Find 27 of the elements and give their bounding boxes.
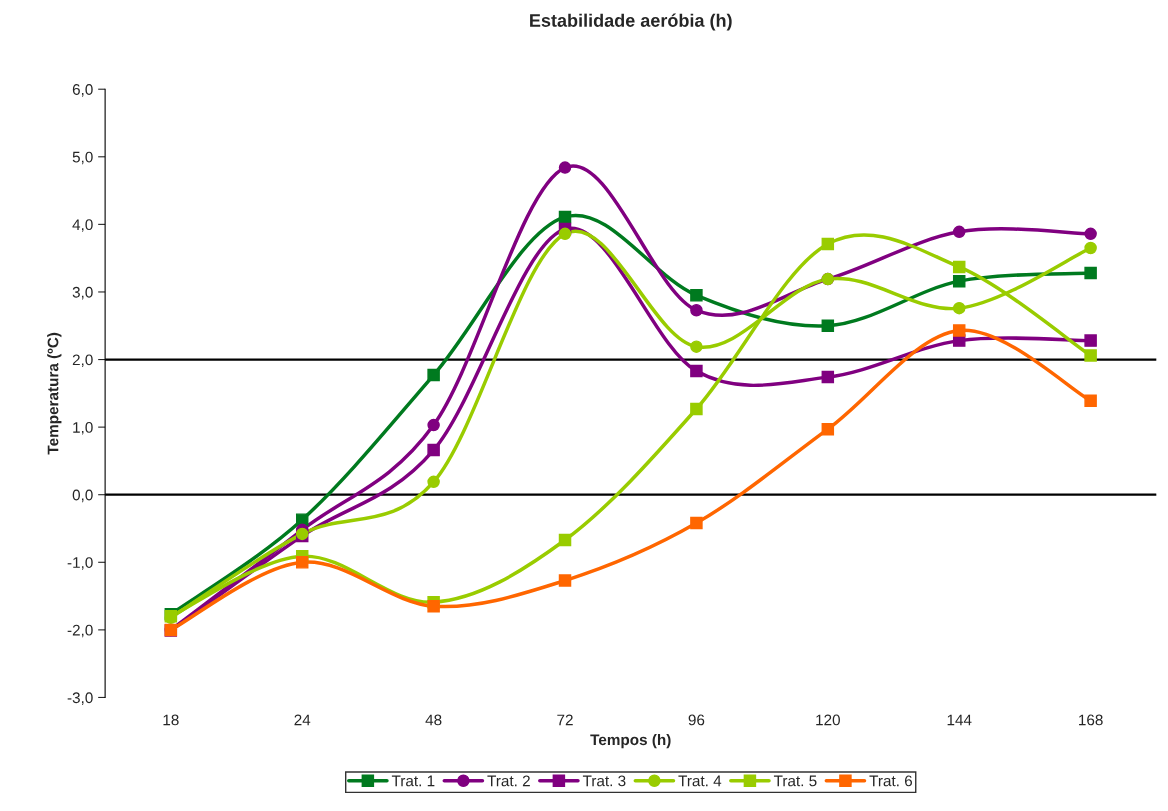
x-tick-label: 168 [1079, 714, 1103, 726]
y-tick-label: -1,0 [67, 557, 93, 570]
y-tick-label: 4,0 [72, 219, 93, 232]
y-tick-label: 2,0 [72, 354, 93, 368]
legend-label: Trat. 1 [391, 775, 435, 787]
legend-label: Trat. 3 [582, 775, 626, 787]
y-tick-label: -3,0 [67, 692, 93, 705]
legend-label: Trat. 5 [773, 775, 817, 787]
chart-title: Estabilidade aeróbia (h) [530, 13, 732, 31]
legend-label: Trat. 6 [869, 775, 913, 787]
x-tick-label: 96 [688, 714, 705, 726]
x-tick-label: 120 [816, 714, 840, 726]
x-tick-label: 24 [294, 714, 311, 726]
y-tick-label: 3,0 [72, 286, 93, 300]
legend-label: Trat. 2 [487, 775, 530, 787]
x-tick-label: 48 [425, 714, 442, 726]
y-axis-title: Temperatura (ºC) [47, 332, 62, 455]
x-tick-label: 144 [947, 714, 972, 726]
y-tick-label: 5,0 [72, 151, 93, 165]
legend-label: Trat. 4 [678, 775, 722, 787]
x-axis-title: Tempos (h) [590, 733, 671, 749]
y-tick-label: 0,0 [72, 489, 93, 503]
x-tick-label: 18 [163, 714, 179, 726]
y-tick-label: 6,0 [72, 84, 93, 97]
x-tick-label: 72 [557, 714, 573, 726]
y-tick-label: 1,0 [73, 421, 93, 435]
y-tick-label: -2,0 [67, 624, 93, 638]
